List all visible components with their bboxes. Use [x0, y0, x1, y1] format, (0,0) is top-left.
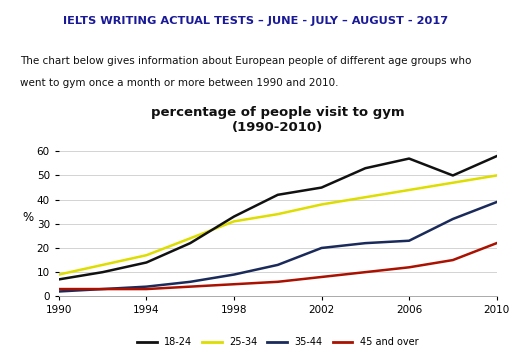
Text: went to gym once a month or more between 1990 and 2010.: went to gym once a month or more between… [20, 77, 338, 88]
Text: IELTS WRITING ACTUAL TESTS – JUNE - JULY – AUGUST - 2017: IELTS WRITING ACTUAL TESTS – JUNE - JULY… [63, 16, 449, 26]
Y-axis label: %: % [23, 211, 34, 224]
Legend: 18-24, 25-34, 35-44, 45 and over: 18-24, 25-34, 35-44, 45 and over [133, 333, 422, 351]
Title: percentage of people visit to gym
(1990-2010): percentage of people visit to gym (1990-… [151, 106, 404, 134]
Text: The chart below gives information about European people of different age groups : The chart below gives information about … [20, 56, 472, 66]
